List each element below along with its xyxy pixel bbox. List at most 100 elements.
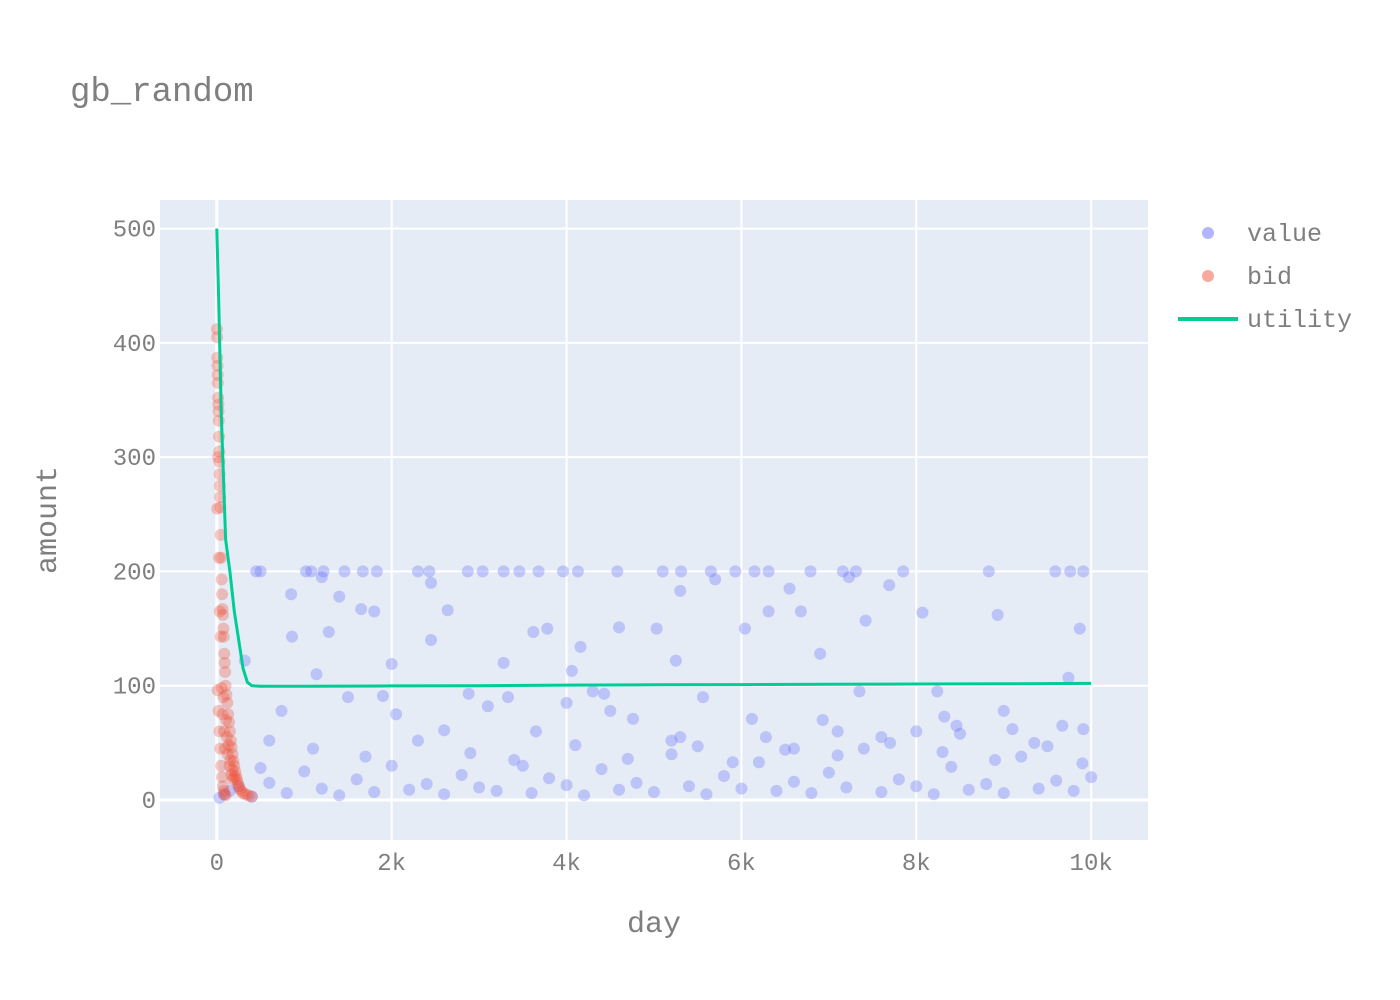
legend-item-bid[interactable]: bid [1202,263,1292,292]
value-point [709,573,722,586]
value-point [513,565,526,578]
value-point [245,790,258,803]
bid-point [222,739,235,752]
bid-point [233,782,246,795]
value-point [441,604,454,617]
bid-point [227,773,240,786]
legend-marker-value [1202,227,1214,239]
value-point [263,734,276,747]
y-tick-label: 300 [113,446,156,473]
value-point [527,626,540,638]
bid-point [213,605,226,618]
legend-label-utility: utility [1247,306,1352,335]
value-point [481,700,494,713]
bid-point [219,666,232,678]
value-point [704,565,717,578]
value-point [1076,757,1089,770]
value-point [307,742,320,755]
bid-point [212,704,225,717]
value-point [892,773,905,786]
bid-point [216,708,229,721]
value-point [516,759,529,772]
value-point [275,704,288,717]
value-point [338,565,351,578]
value-point [217,788,230,801]
value-point [910,780,923,793]
value-point [286,630,299,643]
value-point [656,565,669,578]
y-tick-label: 200 [113,560,156,587]
bid-point [217,691,230,704]
value-point [254,762,267,774]
x-tick-label: 10k [1070,851,1113,878]
value-point [745,712,758,725]
value-point [341,691,354,704]
bid-point [232,780,245,793]
value-point [390,708,403,721]
value-point [816,714,829,726]
bid-point [216,588,229,601]
bid-point [225,768,238,781]
bid-point [227,771,240,784]
bid-point [230,770,243,782]
value-point [859,614,872,627]
value-point [370,565,383,578]
legend-item-utility[interactable]: utility [1178,306,1352,335]
value-point [650,622,663,635]
bid-point [237,787,250,800]
bid-point [227,755,240,768]
legend-item-value[interactable]: value [1202,220,1322,249]
bid-point [217,630,230,643]
value-point [691,740,704,753]
bid-point [219,679,232,692]
bid-point [213,725,226,738]
bid-point [215,759,228,772]
value-point [525,787,538,800]
value-point [213,791,226,804]
value-point [411,565,424,578]
value-point [315,571,328,584]
bid-point [216,780,229,793]
value-point [735,782,748,795]
value-point [497,565,510,578]
bid-point [223,716,236,729]
value-point [1073,622,1086,635]
value-point [250,565,263,578]
bid-point [218,725,231,738]
value-point [1050,774,1063,787]
y-tick-label: 500 [113,218,156,245]
value-point [762,605,775,618]
y-tick-label: 100 [113,675,156,702]
legend-marker-bid [1202,270,1214,282]
value-point [831,749,844,762]
value-point [1049,565,1062,578]
value-point [298,765,311,778]
value-point [1064,565,1077,578]
value-point [945,760,958,773]
value-point [1028,736,1041,749]
value-point [595,763,608,776]
value-point [359,750,372,763]
bid-point [213,551,226,564]
value-point [991,608,1004,621]
value-point [997,704,1010,717]
value-point [954,727,967,740]
value-point [674,731,687,744]
x-tick-label: 4k [552,851,581,878]
bid-point [216,603,229,616]
bid-point [211,502,224,515]
value-point [333,590,346,603]
value-point [586,685,599,698]
value-point [938,710,951,723]
value-point [438,788,451,801]
bid-point [242,789,255,802]
bid-point [221,696,234,709]
legend-label-bid: bid [1247,263,1292,292]
bid-point [212,451,225,464]
value-point [385,658,398,670]
bid-point [224,754,237,766]
value-point [1077,723,1090,736]
value-point [305,565,318,578]
value-point [840,781,853,794]
